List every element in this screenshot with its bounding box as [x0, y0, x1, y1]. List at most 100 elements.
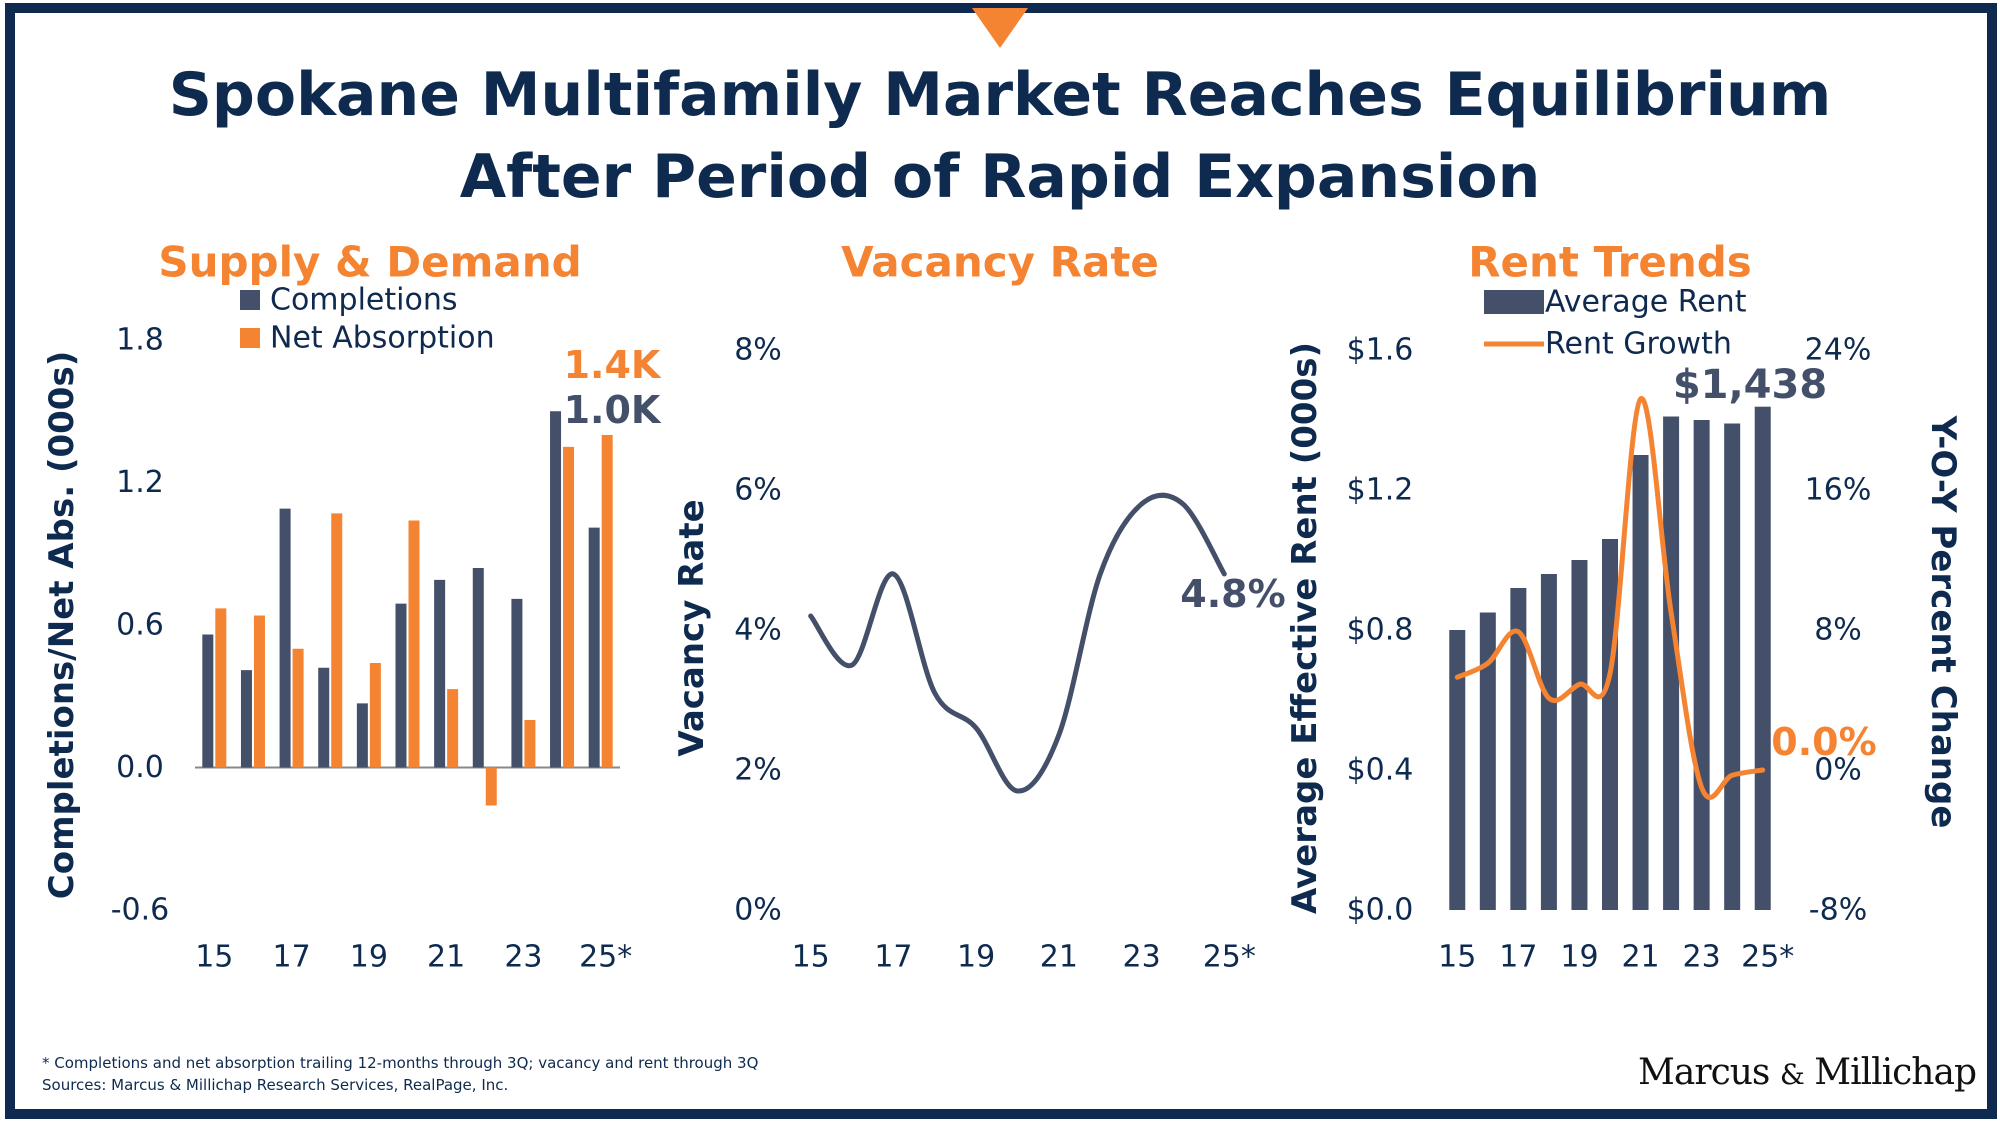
chart1-bar-completions: [202, 634, 214, 768]
top-orange-triangle: [972, 8, 1028, 48]
chart3-xtick-label: 23: [1683, 940, 1721, 975]
chart3-y2label: Y-O-Y Percent Change: [1923, 415, 1963, 829]
chart3-ytick-label: $0.8: [1347, 613, 1414, 648]
chart1-bar-net-absorption: [408, 520, 420, 768]
chart2-xtick-label: 19: [957, 940, 995, 975]
chart1-bar-net-absorption: [563, 446, 575, 768]
page-title-line-2: After Period of Rapid Expansion: [459, 142, 1541, 212]
chart1-bar-net-absorption: [447, 689, 459, 768]
chart3-bar-average-rent: [1540, 574, 1557, 910]
chart3-ytick-label: $0.4: [1347, 753, 1414, 788]
chart1-bar-net-absorption: [369, 663, 381, 768]
chart3-annotation-rent-growth: 0.0%: [1771, 720, 1876, 764]
chart3-xtick-label: 25*: [1741, 940, 1794, 975]
chart1-bar-completions: [395, 603, 407, 768]
chart2-ytick-label: 2%: [734, 753, 782, 788]
chart3-bar-average-rent: [1724, 423, 1741, 910]
chart2-ylabel: Vacancy Rate: [672, 499, 712, 756]
chart1-ytick-label: 0.0: [116, 750, 164, 785]
chart1-bar-net-absorption: [215, 608, 227, 768]
chart2-xtick-label: 15: [792, 940, 830, 975]
chart1-bar-net-absorption: [253, 615, 265, 768]
chart1-xtick-label: 21: [427, 940, 465, 975]
chart3-ytick-label: $1.2: [1347, 473, 1414, 508]
chart3-xtick-label: 21: [1621, 940, 1659, 975]
chart2-xtick-label: 25*: [1203, 940, 1256, 975]
chart1-bar-net-absorption: [292, 648, 304, 768]
chart1-bar-completions: [511, 598, 523, 768]
chart1-bar-net-absorption: [331, 513, 343, 768]
chart2-vacancy-line: [808, 492, 1227, 794]
chart1-ytick-label: -0.6: [111, 893, 170, 928]
chart1-bar-completions: [318, 667, 330, 768]
footnote-line-1: * Completions and net absorption trailin…: [42, 1054, 759, 1072]
chart1-bar-net-absorption: [601, 435, 613, 768]
chart1-xtick-label: 25*: [579, 940, 632, 975]
chart1-xtick-label: 23: [504, 940, 542, 975]
chart2-ytick-label: 4%: [734, 613, 782, 648]
chart2-ytick-label: 0%: [734, 893, 782, 928]
chart1-legend-swatch-net-absorption: [240, 328, 260, 348]
chart1-bar-completions: [434, 579, 446, 768]
chart2-ytick-label: 6%: [734, 473, 782, 508]
chart1-legend-label-net-absorption: Net Absorption: [270, 321, 495, 356]
chart3-y2tick-label: 16%: [1805, 473, 1872, 508]
chart1-bar-completions: [279, 508, 291, 768]
chart1-title: Supply & Demand: [158, 238, 581, 287]
chart1-annotation-net-absorption: 1.4K: [564, 343, 662, 387]
chart3-y2tick-label: 8%: [1814, 613, 1862, 648]
chart1-bar-net-absorption: [485, 767, 497, 806]
chart3-title: Rent Trends: [1468, 238, 1752, 287]
chart1-bar-completions: [588, 527, 600, 768]
chart3-bar-average-rent: [1479, 612, 1496, 910]
chart3-bar-average-rent: [1754, 406, 1771, 910]
chart1-xtick-label: 17: [272, 940, 310, 975]
footnote-line-2: Sources: Marcus & Millichap Research Ser…: [42, 1076, 509, 1094]
chart2-ytick-label: 8%: [734, 333, 782, 368]
chart3-legend-swatch-average-rent: [1484, 290, 1544, 314]
chart3-legend-label-rent-growth: Rent Growth: [1545, 327, 1732, 362]
chart1-ytick-label: 1.2: [116, 465, 164, 500]
chart1-ytick-label: 1.8: [116, 323, 164, 358]
chart3-rent-growth-line: [1454, 396, 1766, 800]
chart3-ylabel: Average Effective Rent (000s): [1285, 342, 1325, 914]
chart1-bar-completions: [240, 670, 252, 768]
chart1-bar-completions: [472, 568, 484, 768]
chart3-y2tick-label: 0%: [1814, 753, 1862, 788]
chart3-annotation-average-rent: $1,438: [1673, 362, 1827, 408]
chart3-y2tick-label: -8%: [1809, 893, 1867, 928]
chart3-legend-label-average-rent: Average Rent: [1545, 285, 1747, 320]
chart1-legend-label-completions: Completions: [270, 283, 457, 318]
chart2-title: Vacancy Rate: [841, 238, 1159, 287]
page-title-line-1: Spokane Multifamily Market Reaches Equil…: [168, 60, 1832, 130]
company-logo: Marcus & Millichap: [1638, 1052, 1977, 1093]
chart3-bar-average-rent: [1571, 560, 1588, 910]
chart2-xtick-label: 17: [874, 940, 912, 975]
chart1-ylabel: Completions/Net Abs. (000s): [42, 351, 82, 899]
chart3-bar-average-rent: [1632, 455, 1649, 910]
chart1-bar-completions: [550, 411, 562, 768]
chart3-bar-average-rent: [1663, 416, 1680, 910]
chart1-annotation-completions: 1.0K: [564, 388, 662, 432]
chart3-ytick-label: $0.0: [1347, 893, 1414, 928]
chart3-y2tick-label: 24%: [1805, 333, 1872, 368]
chart3-xtick-label: 19: [1560, 940, 1598, 975]
chart1-bar-net-absorption: [524, 720, 536, 768]
chart1-legend-swatch-completions: [240, 290, 260, 310]
chart2-annotation-vacancy: 4.8%: [1180, 572, 1285, 616]
chart3-bar-average-rent: [1693, 420, 1710, 910]
chart3-xtick-label: 15: [1438, 940, 1476, 975]
chart1-xtick-label: 19: [350, 940, 388, 975]
chart1-bar-completions: [356, 703, 368, 768]
chart3-ytick-label: $1.6: [1347, 333, 1414, 368]
chart3-xtick-label: 17: [1499, 940, 1537, 975]
chart2-xtick-label: 23: [1122, 940, 1160, 975]
chart2-xtick-label: 21: [1040, 940, 1078, 975]
chart1-xtick-label: 15: [195, 940, 233, 975]
chart1-ytick-label: 0.6: [116, 608, 164, 643]
chart3-bar-average-rent: [1602, 539, 1618, 910]
chart3-bar-average-rent: [1510, 588, 1527, 910]
chart3-bar-average-rent: [1449, 630, 1466, 910]
